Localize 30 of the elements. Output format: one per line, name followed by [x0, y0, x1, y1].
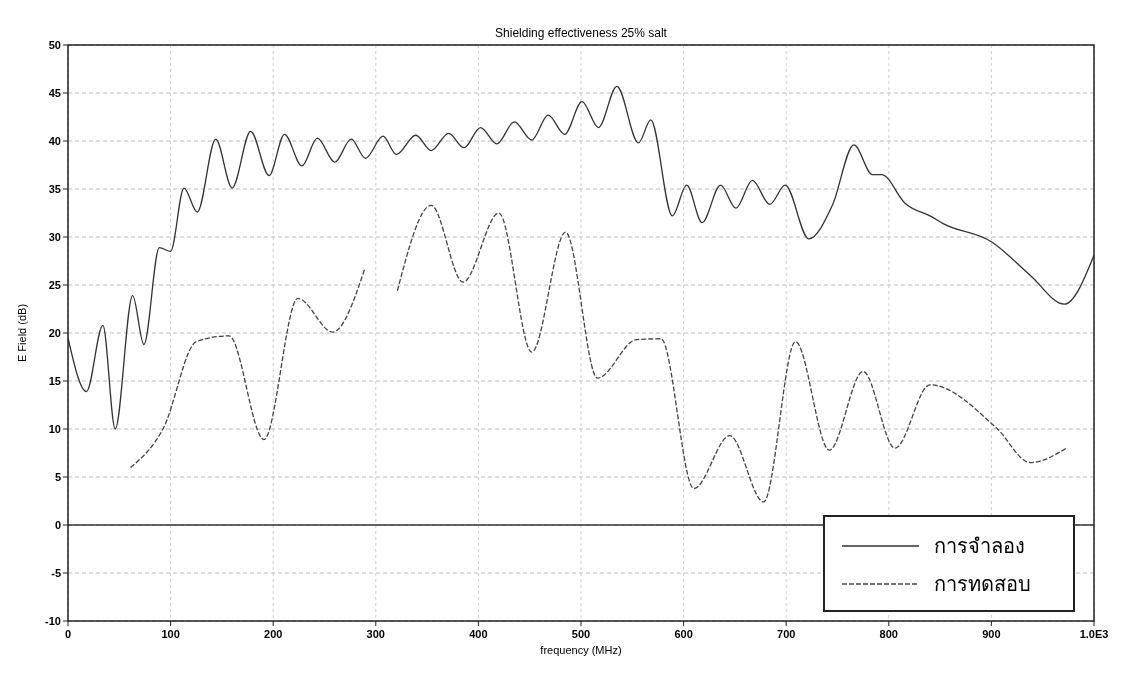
x-tick-label: 200: [264, 628, 283, 640]
y-tick-label: 0: [54, 519, 61, 531]
y-tick-label: 40: [48, 135, 61, 147]
y-tick-label: 15: [48, 375, 61, 387]
x-axis-title: frequency (MHz): [540, 644, 622, 656]
legend-label: การทดสอบ: [934, 572, 1031, 596]
legend-label: การจำลอง: [934, 534, 1025, 558]
y-axis-title: E Field (dB): [16, 303, 28, 363]
y-tick-label: 20: [48, 327, 61, 339]
y-tick-label: 10: [48, 423, 61, 435]
y-tick-label: -10: [45, 615, 61, 627]
y-tick-label: 35: [48, 183, 61, 195]
x-tick-label: 0: [64, 628, 72, 640]
x-tick-label: 800: [879, 628, 898, 640]
chart-title: Shielding effectiveness 25% salt: [495, 26, 668, 40]
y-tick-label: 30: [48, 231, 61, 243]
y-tick-label: 25: [48, 279, 61, 291]
line-series: [68, 85, 1094, 430]
y-tick-label: 5: [54, 471, 61, 483]
x-tick-label: 900: [982, 628, 1001, 640]
y-tick-label: 50: [48, 39, 61, 51]
x-tick-label: 100: [161, 628, 180, 640]
y-tick-label: 45: [48, 87, 61, 99]
x-tick-label: 500: [571, 628, 591, 640]
x-tick-label: 600: [674, 628, 693, 640]
x-tick-label: 1.0E3: [1079, 628, 1109, 640]
y-tick-label: -5: [51, 567, 61, 579]
x-tick-label: 300: [366, 628, 385, 640]
x-tick-label: 700: [777, 628, 796, 640]
x-tick-label: 400: [469, 628, 488, 640]
